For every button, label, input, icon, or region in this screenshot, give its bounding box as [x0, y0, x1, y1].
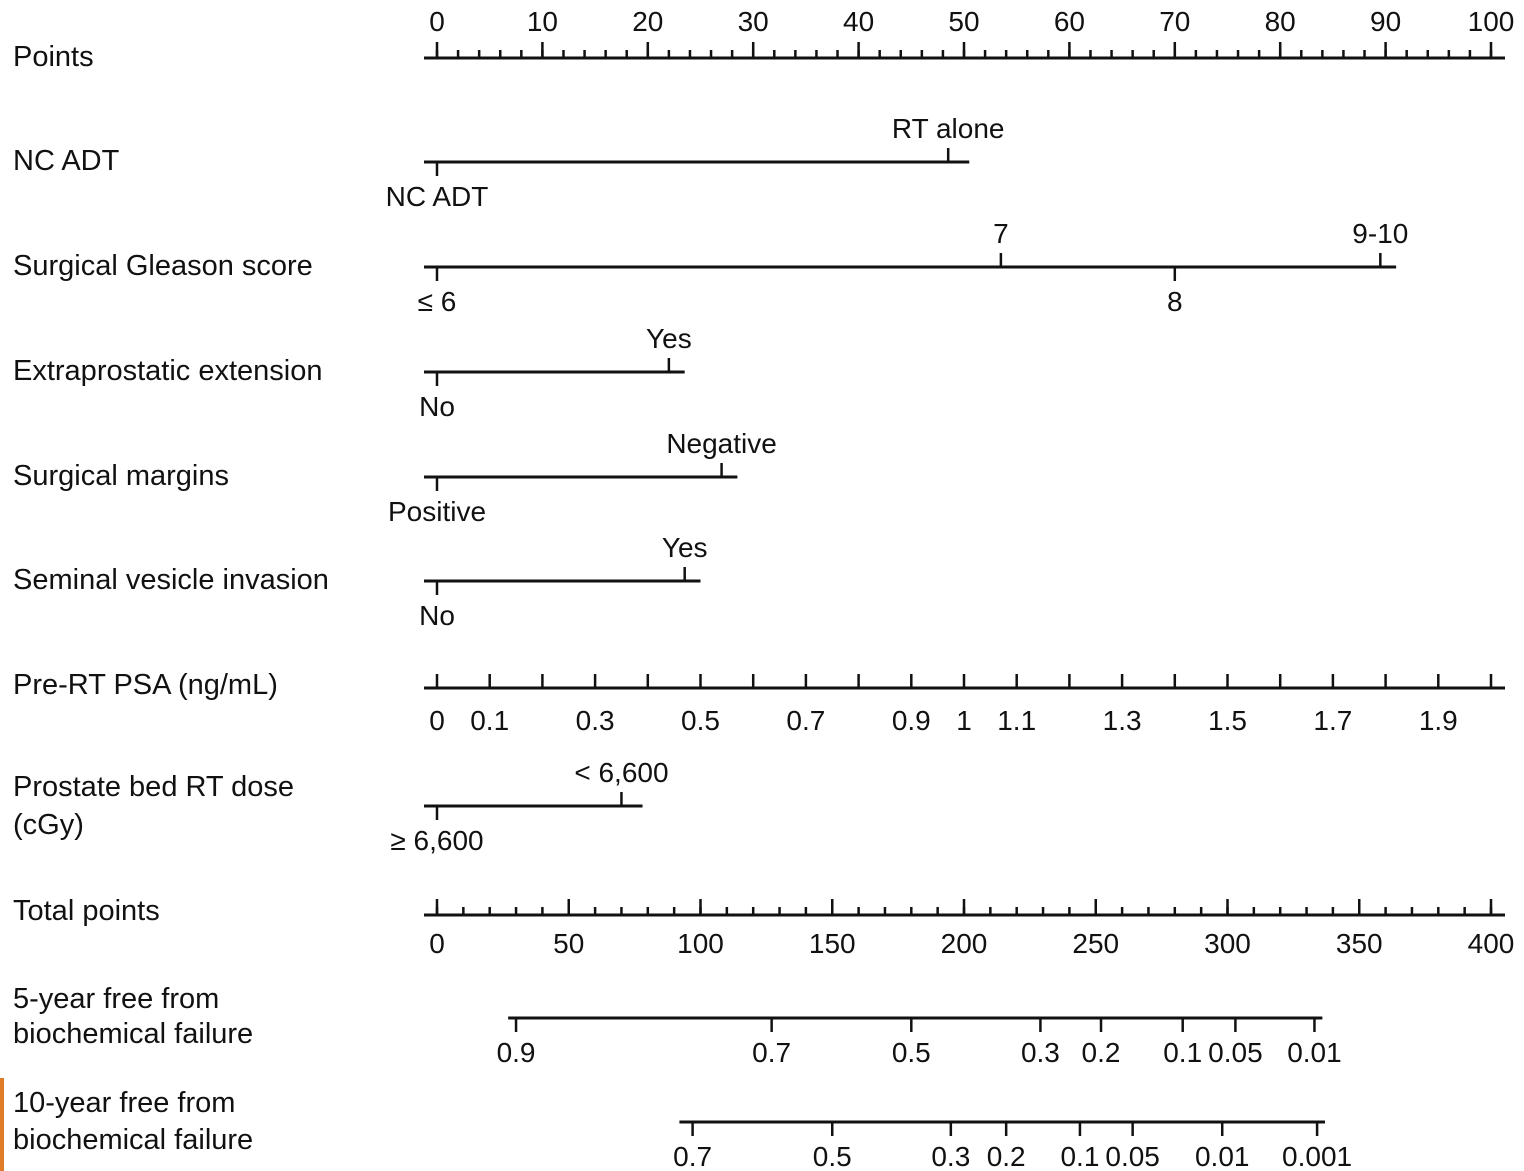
psa-tick-label: 1 — [956, 705, 972, 736]
points-tick-label: 60 — [1054, 6, 1085, 37]
ten-year-tick-label: 0.3 — [931, 1141, 970, 1171]
psa-tick-label: 0.5 — [681, 705, 720, 736]
total-tick-label: 50 — [553, 928, 584, 959]
five-year-label: 5-year free from — [13, 983, 219, 1015]
total-tick-label: 100 — [677, 928, 724, 959]
five-year-tick-label: 0.2 — [1082, 1037, 1121, 1068]
points-label: Points — [13, 41, 94, 73]
total-tick-label: 400 — [1468, 928, 1515, 959]
rt-dose-category-label: < 6,600 — [574, 757, 668, 788]
five-year-tick-label: 0.5 — [892, 1037, 931, 1068]
five-year-label: biochemical failure — [13, 1018, 253, 1050]
epe-label: Extraprostatic extension — [13, 355, 322, 387]
points-tick-label: 20 — [632, 6, 663, 37]
gleason-category-label: 8 — [1167, 286, 1183, 317]
points-tick-label: 70 — [1159, 6, 1190, 37]
total-tick-label: 200 — [941, 928, 988, 959]
rt-dose-label: Prostate bed RT dose — [13, 771, 294, 803]
total-tick-label: 250 — [1072, 928, 1119, 959]
five-year-tick-label: 0.9 — [497, 1037, 536, 1068]
svi-label: Seminal vesicle invasion — [13, 564, 329, 596]
total-label: Total points — [13, 895, 160, 927]
psa-tick-label: 0.7 — [786, 705, 825, 736]
points-tick-label: 100 — [1468, 6, 1515, 37]
total-tick-label: 0 — [429, 928, 445, 959]
points-tick-label: 10 — [527, 6, 558, 37]
five-year-tick-label: 0.05 — [1208, 1037, 1263, 1068]
gleason-label: Surgical Gleason score — [13, 250, 313, 282]
gleason-category-label: 7 — [993, 218, 1009, 249]
epe-category-label: Yes — [646, 323, 692, 354]
total-tick-label: 150 — [809, 928, 856, 959]
gleason-category-label: 9-10 — [1352, 218, 1408, 249]
psa-tick-label: 0.9 — [892, 705, 931, 736]
ten-year-label: 10-year free from — [13, 1087, 235, 1119]
ten-year-label: biochemical failure — [13, 1124, 253, 1156]
gleason-category-label: ≤ 6 — [418, 286, 457, 317]
margins-category-label: Negative — [666, 428, 777, 459]
margins-category-label: Positive — [388, 496, 486, 527]
points-tick-label: 30 — [738, 6, 769, 37]
svi-category-label: No — [419, 600, 455, 631]
psa-tick-label: 1.5 — [1208, 705, 1247, 736]
five-year-tick-label: 0.01 — [1287, 1037, 1342, 1068]
psa-tick-label: 0 — [429, 705, 445, 736]
ten-year-tick-label: 0.7 — [673, 1141, 712, 1171]
ten-year-tick-label: 0.001 — [1282, 1141, 1352, 1171]
ten-year-tick-label: 0.2 — [987, 1141, 1026, 1171]
points-tick-label: 0 — [429, 6, 445, 37]
points-tick-label: 50 — [948, 6, 979, 37]
rt-dose-label: (cGy) — [13, 809, 84, 841]
psa-tick-label: 1.7 — [1313, 705, 1352, 736]
nc-adt-category-label: NC ADT — [386, 181, 489, 212]
psa-tick-label: 0.1 — [470, 705, 509, 736]
rt-dose-category-label: ≥ 6,600 — [390, 825, 483, 856]
epe-category-label: No — [419, 391, 455, 422]
ten-year-tick-label: 0.05 — [1105, 1141, 1160, 1171]
five-year-tick-label: 0.1 — [1163, 1037, 1202, 1068]
ten-year-tick-label: 0.5 — [813, 1141, 852, 1171]
total-tick-label: 300 — [1204, 928, 1251, 959]
points-tick-label: 40 — [843, 6, 874, 37]
five-year-tick-label: 0.3 — [1021, 1037, 1060, 1068]
points-tick-label: 80 — [1265, 6, 1296, 37]
psa-tick-label: 0.3 — [576, 705, 615, 736]
svi-category-label: Yes — [662, 532, 708, 563]
psa-tick-label: 1.1 — [997, 705, 1036, 736]
edge-accent-bar — [0, 1078, 4, 1171]
ten-year-tick-label: 0.01 — [1195, 1141, 1250, 1171]
nc-adt-label: NC ADT — [13, 145, 120, 177]
total-tick-label: 350 — [1336, 928, 1383, 959]
five-year-tick-label: 0.7 — [752, 1037, 791, 1068]
psa-tick-label: 1.9 — [1419, 705, 1458, 736]
nc-adt-category-label: RT alone — [892, 113, 1005, 144]
ten-year-tick-label: 0.1 — [1060, 1141, 1099, 1171]
margins-label: Surgical margins — [13, 460, 229, 492]
points-tick-label: 90 — [1370, 6, 1401, 37]
psa-label: Pre-RT PSA (ng/mL) — [13, 669, 278, 701]
psa-tick-label: 1.3 — [1103, 705, 1142, 736]
